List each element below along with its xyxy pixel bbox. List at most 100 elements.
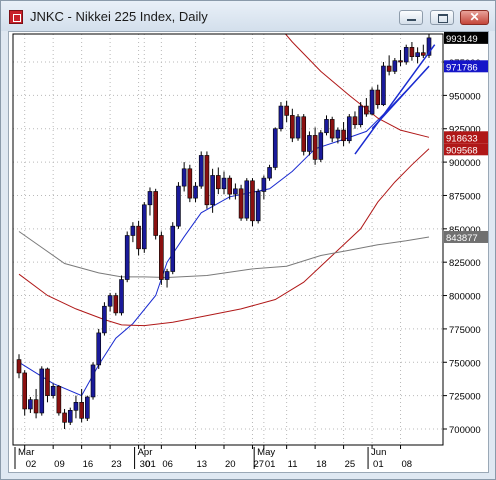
- candle[interactable]: [176, 182, 181, 229]
- candle[interactable]: [238, 184, 244, 221]
- candle[interactable]: [295, 114, 301, 141]
- candle[interactable]: [290, 108, 295, 143]
- candle[interactable]: [272, 127, 278, 171]
- candle[interactable]: [318, 130, 324, 163]
- candle[interactable]: [426, 34, 432, 59]
- candle[interactable]: [244, 178, 250, 221]
- indicator-line: [18, 231, 430, 279]
- candle[interactable]: [107, 292, 113, 312]
- candle[interactable]: [153, 188, 158, 240]
- candle-body: [164, 271, 170, 280]
- candle[interactable]: [16, 354, 22, 379]
- candle[interactable]: [421, 44, 426, 59]
- candle[interactable]: [159, 231, 164, 285]
- candle[interactable]: [45, 367, 50, 403]
- candle[interactable]: [56, 384, 62, 416]
- candle[interactable]: [329, 116, 335, 143]
- candle-body: [329, 119, 335, 139]
- y-tick-label: 825000: [449, 258, 481, 269]
- y-tick-label: 900000: [449, 158, 481, 169]
- candle-body: [136, 225, 141, 250]
- candle-body: [267, 167, 272, 179]
- candle[interactable]: [187, 164, 193, 203]
- candle[interactable]: [403, 44, 409, 65]
- candle[interactable]: [398, 50, 403, 67]
- candle[interactable]: [90, 362, 96, 400]
- candle[interactable]: [278, 102, 284, 132]
- candle[interactable]: [352, 111, 358, 129]
- candle[interactable]: [369, 87, 375, 116]
- x-day-label: 01: [145, 459, 156, 470]
- candle[interactable]: [33, 388, 39, 419]
- candle[interactable]: [28, 396, 33, 413]
- candlestick-chart[interactable]: 700000 725000 750000 775000 800000 825000 8500…: [9, 32, 488, 472]
- candle[interactable]: [364, 98, 369, 117]
- candle[interactable]: [79, 388, 84, 423]
- candle-body: [301, 116, 307, 152]
- candle[interactable]: [39, 366, 45, 416]
- candle[interactable]: [96, 328, 102, 369]
- candle[interactable]: [261, 175, 267, 200]
- candle-body: [284, 105, 289, 116]
- candle-body: [170, 225, 176, 272]
- candle[interactable]: [381, 62, 386, 107]
- candle-body: [113, 295, 119, 314]
- candle[interactable]: [335, 127, 341, 144]
- candle[interactable]: [267, 164, 272, 181]
- candle[interactable]: [216, 167, 221, 195]
- candle[interactable]: [113, 292, 119, 316]
- maximize-button[interactable]: [430, 10, 454, 25]
- minimize-button[interactable]: [399, 10, 423, 25]
- candle[interactable]: [346, 114, 352, 144]
- candle[interactable]: [221, 171, 227, 195]
- window-title: JNKC - Nikkei 225 Index, Daily: [30, 9, 208, 24]
- candle[interactable]: [50, 383, 56, 399]
- candle[interactable]: [284, 100, 289, 123]
- candle[interactable]: [250, 178, 255, 227]
- candle[interactable]: [67, 407, 73, 425]
- candle[interactable]: [301, 114, 307, 156]
- candle[interactable]: [198, 151, 204, 189]
- candle[interactable]: [181, 162, 187, 192]
- candle[interactable]: [358, 102, 363, 128]
- trendline[interactable]: [354, 44, 436, 155]
- candle[interactable]: [170, 222, 176, 275]
- chart-area[interactable]: 700000 725000 750000 775000 800000 825000 8500…: [8, 31, 489, 473]
- candle[interactable]: [147, 187, 153, 216]
- candle-body: [409, 47, 415, 57]
- candle[interactable]: [193, 182, 198, 203]
- candle[interactable]: [164, 268, 170, 288]
- candle[interactable]: [227, 175, 232, 200]
- y-tick-label: 700000: [449, 425, 481, 436]
- candle[interactable]: [124, 231, 130, 283]
- candle[interactable]: [386, 55, 392, 76]
- candle[interactable]: [415, 47, 420, 64]
- candle[interactable]: [22, 370, 27, 416]
- trendline[interactable]: [371, 65, 430, 130]
- candle[interactable]: [62, 408, 67, 429]
- candle[interactable]: [85, 395, 90, 421]
- x-day-label: 16: [83, 459, 94, 470]
- candle[interactable]: [130, 222, 136, 243]
- candle-body: [312, 135, 318, 160]
- candle[interactable]: [102, 302, 107, 336]
- candle[interactable]: [73, 395, 79, 419]
- y-tick-label: 775000: [449, 325, 481, 336]
- candle[interactable]: [392, 58, 398, 75]
- close-button[interactable]: ✕: [460, 10, 489, 25]
- candle[interactable]: [136, 220, 141, 256]
- candle[interactable]: [141, 202, 147, 253]
- candle[interactable]: [210, 168, 215, 213]
- candle[interactable]: [324, 115, 329, 136]
- candle[interactable]: [307, 131, 312, 156]
- candle[interactable]: [312, 127, 318, 165]
- candle[interactable]: [233, 183, 238, 200]
- candle[interactable]: [255, 188, 261, 224]
- candle[interactable]: [119, 275, 124, 316]
- candle-body: [147, 191, 153, 206]
- candle[interactable]: [409, 42, 415, 61]
- candle[interactable]: [341, 122, 346, 147]
- title-bar[interactable]: JNKC - Nikkei 225 Index, Daily ✕: [1, 1, 495, 31]
- candle[interactable]: [375, 84, 381, 109]
- candle[interactable]: [204, 151, 210, 209]
